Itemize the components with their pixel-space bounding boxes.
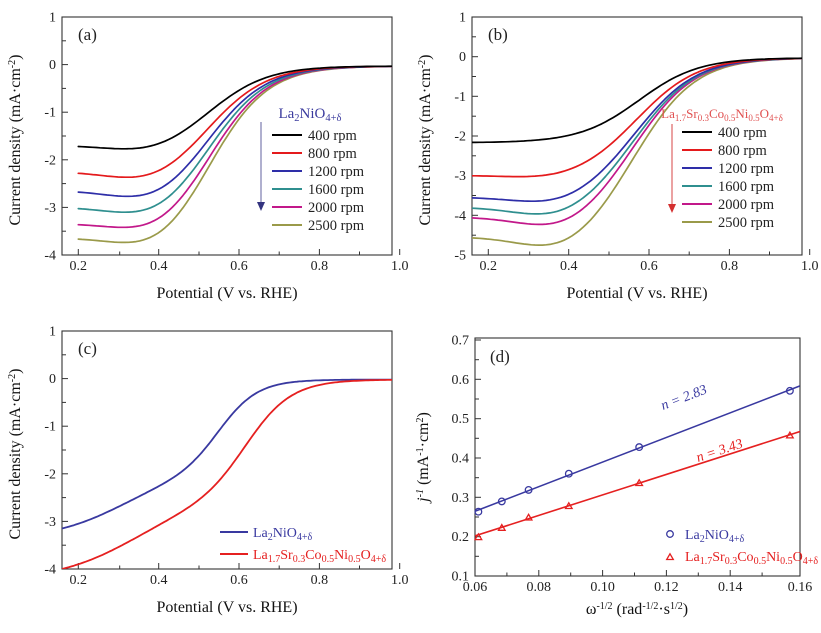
- svg-text:0.08: 0.08: [527, 580, 552, 595]
- svg-text:800 rpm: 800 rpm: [718, 143, 767, 159]
- svg-text:1200 rpm: 1200 rpm: [718, 161, 775, 177]
- svg-text:800 rpm: 800 rpm: [308, 146, 357, 162]
- svg-text:0.8: 0.8: [311, 259, 329, 274]
- svg-text:0: 0: [49, 372, 56, 387]
- svg-text:-1: -1: [454, 90, 466, 105]
- svg-text:0.12: 0.12: [654, 580, 679, 595]
- svg-text:1600 rpm: 1600 rpm: [718, 179, 775, 195]
- svg-text:(d): (d): [490, 347, 510, 366]
- svg-text:-4: -4: [44, 249, 56, 264]
- svg-text:(c): (c): [78, 339, 97, 358]
- svg-text:1: 1: [459, 11, 466, 26]
- svg-text:1600 rpm: 1600 rpm: [308, 182, 365, 198]
- svg-text:0.2: 0.2: [480, 259, 498, 274]
- svg-text:0.5: 0.5: [452, 412, 470, 427]
- svg-text:0.1: 0.1: [452, 570, 470, 585]
- svg-text:0: 0: [459, 50, 466, 65]
- svg-text:0.6: 0.6: [640, 259, 658, 274]
- svg-text:0.4: 0.4: [560, 259, 578, 274]
- svg-text:0.4: 0.4: [150, 259, 168, 274]
- svg-text:La2NiO4+δ: La2NiO4+δ: [685, 528, 745, 545]
- svg-text:0.8: 0.8: [721, 259, 739, 274]
- svg-text:0.6: 0.6: [230, 259, 248, 274]
- svg-text:-3: -3: [454, 169, 466, 184]
- svg-text:La2NiO4+δ: La2NiO4+δ: [278, 106, 341, 124]
- svg-text:2500 rpm: 2500 rpm: [718, 215, 775, 231]
- svg-text:0.8: 0.8: [311, 573, 329, 588]
- svg-text:0.2: 0.2: [70, 259, 88, 274]
- svg-text:0.10: 0.10: [590, 580, 615, 595]
- svg-text:2000 rpm: 2000 rpm: [718, 197, 775, 213]
- svg-text:1.0: 1.0: [391, 259, 409, 274]
- svg-text:0.3: 0.3: [452, 491, 470, 506]
- svg-text:-2: -2: [44, 467, 56, 482]
- svg-text:Current density (mA·cm-2): Current density (mA·cm-2): [7, 369, 25, 540]
- svg-text:400 rpm: 400 rpm: [308, 128, 357, 144]
- svg-text:0: 0: [49, 58, 56, 73]
- svg-text:j-1 (mA-1·cm2): j-1 (mA-1·cm2): [415, 412, 433, 504]
- svg-text:-1: -1: [44, 106, 56, 121]
- svg-text:1.0: 1.0: [391, 573, 409, 588]
- svg-text:(a): (a): [78, 25, 97, 44]
- svg-text:0.2: 0.2: [70, 573, 88, 588]
- svg-text:2500 rpm: 2500 rpm: [308, 218, 365, 234]
- svg-text:-3: -3: [44, 515, 56, 530]
- svg-text:n = 2.83: n = 2.83: [659, 383, 709, 414]
- svg-text:0.4: 0.4: [452, 452, 470, 467]
- svg-text:ω-1/2 (rad-1/2·s1/2): ω-1/2 (rad-1/2·s1/2): [586, 601, 688, 619]
- svg-text:n = 3.43: n = 3.43: [695, 437, 745, 466]
- svg-text:0.2: 0.2: [452, 530, 470, 545]
- svg-text:1: 1: [49, 325, 56, 340]
- svg-text:Current density (mA·cm-2): Current density (mA·cm-2): [417, 55, 435, 226]
- svg-text:Current density (mA·cm-2): Current density (mA·cm-2): [7, 55, 25, 226]
- svg-text:Potential (V vs. RHE): Potential (V vs. RHE): [156, 599, 297, 616]
- svg-text:0.16: 0.16: [788, 580, 813, 595]
- svg-text:400 rpm: 400 rpm: [718, 125, 767, 141]
- svg-text:La1.7Sr0.3Co0.5Ni0.5O4+δ: La1.7Sr0.3Co0.5Ni0.5O4+δ: [661, 106, 783, 123]
- svg-text:1: 1: [49, 11, 56, 26]
- svg-text:-4: -4: [44, 563, 56, 578]
- svg-text:La1.7Sr0.3Co0.5Ni0.5O4+δ: La1.7Sr0.3Co0.5Ni0.5O4+δ: [685, 550, 818, 567]
- svg-text:0.7: 0.7: [452, 334, 470, 349]
- svg-text:Potential (V vs. RHE): Potential (V vs. RHE): [156, 285, 297, 302]
- svg-text:-3: -3: [44, 201, 56, 216]
- svg-text:2000 rpm: 2000 rpm: [308, 200, 365, 216]
- svg-text:-4: -4: [454, 209, 466, 224]
- svg-text:-1: -1: [44, 420, 56, 435]
- svg-text:La2NiO4+δ: La2NiO4+δ: [253, 526, 313, 543]
- svg-text:0.4: 0.4: [150, 573, 168, 588]
- svg-text:-2: -2: [44, 153, 56, 168]
- svg-text:0.6: 0.6: [230, 573, 248, 588]
- svg-text:0.6: 0.6: [452, 373, 470, 388]
- svg-text:-2: -2: [454, 130, 466, 145]
- svg-text:Potential (V vs. RHE): Potential (V vs. RHE): [566, 285, 707, 302]
- svg-text:1200 rpm: 1200 rpm: [308, 164, 365, 180]
- svg-text:1.0: 1.0: [801, 259, 819, 274]
- svg-text:-5: -5: [454, 249, 466, 264]
- svg-text:La1.7Sr0.3Co0.5Ni0.5O4+δ: La1.7Sr0.3Co0.5Ni0.5O4+δ: [253, 548, 386, 565]
- svg-text:0.14: 0.14: [718, 580, 743, 595]
- svg-text:(b): (b): [488, 25, 508, 44]
